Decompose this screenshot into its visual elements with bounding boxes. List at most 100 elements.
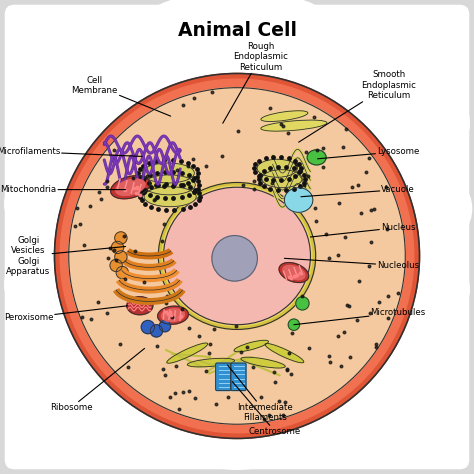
Point [260, 167, 268, 175]
Point [185, 171, 192, 179]
Ellipse shape [307, 150, 326, 165]
Text: Microfilaments: Microfilaments [0, 147, 142, 156]
Point [162, 180, 170, 187]
Circle shape [69, 88, 405, 424]
Point [190, 155, 197, 163]
Point [194, 177, 201, 185]
Point [137, 193, 144, 201]
Point [202, 163, 210, 170]
Text: Mitochondria: Mitochondria [0, 185, 126, 194]
Ellipse shape [261, 111, 308, 121]
Circle shape [55, 73, 419, 438]
Text: Ribosome: Ribosome [50, 348, 145, 412]
Point [144, 172, 151, 180]
Point [365, 262, 373, 270]
Point [372, 340, 380, 348]
Point [195, 332, 203, 340]
Point [265, 411, 273, 419]
Point [343, 301, 351, 309]
Point [297, 164, 304, 172]
Point [277, 120, 285, 128]
Ellipse shape [152, 0, 322, 36]
Point [384, 292, 392, 300]
Ellipse shape [283, 265, 305, 280]
Point [375, 298, 383, 305]
Point [291, 272, 299, 280]
Text: Microtubules: Microtubules [294, 309, 426, 325]
Point [301, 179, 308, 187]
Point [136, 181, 143, 189]
Point [139, 176, 147, 184]
Point [285, 175, 293, 182]
Ellipse shape [391, 346, 462, 393]
Point [163, 308, 170, 316]
Point [153, 169, 161, 177]
Point [179, 205, 186, 212]
Point [130, 184, 138, 192]
Point [212, 400, 220, 408]
Point [296, 169, 303, 176]
Point [255, 175, 263, 182]
Point [356, 277, 363, 285]
Point [260, 415, 267, 422]
Point [110, 146, 118, 154]
Point [78, 313, 86, 321]
Point [170, 194, 177, 202]
Point [80, 241, 88, 249]
Point [94, 299, 102, 306]
Point [250, 185, 257, 192]
Point [140, 188, 148, 196]
Point [287, 370, 295, 378]
Point [141, 186, 149, 193]
Point [191, 394, 198, 402]
Point [185, 387, 192, 394]
Point [106, 245, 113, 252]
Point [250, 164, 258, 172]
Point [177, 157, 184, 165]
Point [255, 157, 263, 164]
Point [164, 310, 172, 318]
Point [194, 169, 202, 177]
Point [193, 165, 201, 173]
Point [161, 168, 169, 175]
Circle shape [150, 325, 163, 337]
Point [251, 169, 259, 176]
Point [256, 171, 264, 178]
Ellipse shape [167, 343, 208, 363]
Point [296, 160, 303, 168]
Point [159, 365, 166, 373]
Point [290, 185, 298, 193]
Point [335, 200, 343, 207]
Circle shape [212, 236, 257, 281]
Point [161, 194, 169, 202]
Point [104, 254, 112, 262]
Ellipse shape [5, 173, 62, 235]
Circle shape [159, 320, 171, 332]
Point [279, 122, 286, 129]
Text: Lysosome: Lysosome [318, 147, 419, 159]
Point [270, 368, 277, 375]
Point [167, 311, 175, 319]
Ellipse shape [162, 186, 312, 326]
Point [268, 179, 275, 187]
Point [325, 352, 333, 359]
Point [319, 163, 327, 171]
Point [234, 127, 242, 135]
Point [262, 175, 269, 182]
Point [171, 389, 179, 397]
Point [191, 200, 199, 208]
Point [278, 176, 285, 184]
Ellipse shape [241, 357, 285, 368]
Point [257, 393, 264, 401]
Point [283, 187, 290, 194]
Point [310, 113, 318, 120]
Point [283, 365, 291, 373]
Point [283, 366, 291, 374]
Point [173, 166, 181, 173]
Circle shape [110, 259, 122, 272]
Point [136, 173, 144, 181]
Point [355, 181, 362, 188]
Point [256, 179, 264, 187]
Text: Vacuole: Vacuole [301, 185, 415, 197]
Ellipse shape [190, 431, 284, 469]
